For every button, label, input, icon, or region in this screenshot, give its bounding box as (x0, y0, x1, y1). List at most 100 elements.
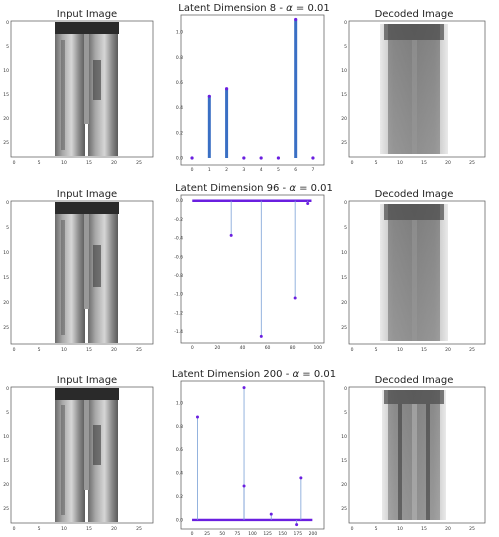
x-tick-label: 25 (204, 531, 210, 537)
x-tick-label: 10 (61, 160, 67, 166)
x-tick-label: 10 (397, 526, 403, 532)
x-tick-label: 0 (13, 160, 16, 166)
input-title: Input Image (57, 189, 117, 200)
x-tick-label: 40 (240, 345, 246, 351)
stem-marker (306, 202, 310, 206)
input-x-ticks: 0 5 10 15 20 25 (13, 347, 142, 353)
x-tick-label: 0 (13, 526, 16, 532)
input-image (55, 22, 119, 156)
y-tick-label: 5 (344, 44, 347, 50)
x-tick-label: 25 (136, 347, 142, 353)
y-tick-label: 0.2 (176, 494, 183, 500)
y-tick-label: 0.0 (176, 198, 183, 204)
input-y-ticks: 0 5 10 15 20 25 (3, 200, 9, 331)
stem-marker (293, 296, 297, 300)
input-y-ticks: 0 5 10 15 20 25 (3, 20, 9, 146)
chart-axes-frame (180, 380, 325, 530)
x-tick-label: 0 (191, 531, 194, 537)
y-tick-label: 0 (6, 200, 9, 206)
x-tick-label: 20 (445, 347, 451, 353)
x-tick-label: 5 (375, 347, 378, 353)
y-tick-label: 0 (6, 386, 9, 392)
row-1: Input Image 0 5 10 15 20 25 0 5 (3, 3, 486, 173)
y-tick-label: -0.2 (174, 217, 183, 223)
x-tick-label: 4 (260, 167, 263, 173)
y-tick-label: 0.4 (176, 471, 183, 477)
y-tick-label: 10 (341, 434, 347, 440)
y-tick-label: 20 (3, 116, 9, 122)
x-tick-label: 25 (136, 160, 142, 166)
latent-chart-2: Latent Dimension 96 - α = 0.01 0 20 40 60 80… (174, 183, 333, 351)
x-tick-label: 25 (469, 160, 475, 166)
decoded-panel: Decoded Image 0 5 10 15 20 25 0 5 10 15 (341, 189, 486, 353)
x-tick-label: 1 (208, 167, 211, 173)
y-tick-label: -1.2 (174, 310, 183, 316)
x-tick-label: 6 (294, 167, 297, 173)
y-tick-label: -0.4 (174, 236, 183, 242)
x-tick-label: 25 (136, 526, 142, 532)
y-tick-label: 15 (341, 275, 347, 281)
x-tick-label: 20 (215, 345, 221, 351)
stem-marker (242, 156, 246, 160)
stem-marker (190, 156, 194, 160)
y-tick-label: 1.0 (176, 400, 183, 406)
decoded-title: Decoded Image (375, 189, 454, 200)
x-tick-label: 15 (421, 347, 427, 353)
y-tick-label: 0 (344, 386, 347, 392)
stem-marker (242, 484, 246, 488)
chart-title: Latent Dimension 96 - α = 0.01 (175, 183, 333, 194)
x-tick-label: 5 (375, 160, 378, 166)
y-tick-label: 15 (3, 92, 9, 98)
x-tick-label: 5 (375, 526, 378, 532)
input-x-ticks: 0 5 10 15 20 25 (13, 526, 142, 532)
x-tick-label: 3 (242, 167, 245, 173)
y-tick-label: 5 (6, 44, 9, 50)
chart-title: Latent Dimension 8 - α = 0.01 (178, 3, 329, 14)
x-tick-label: 10 (61, 526, 67, 532)
x-tick-label: 75 (235, 531, 241, 537)
decoded-panel: Decoded Image 0 5 10 15 20 25 0 5 (341, 375, 486, 532)
y-tick-label: 0 (344, 20, 347, 26)
x-tick-label: 10 (397, 160, 403, 166)
x-tick-label: 60 (265, 345, 271, 351)
y-tick-label: 20 (341, 116, 347, 122)
x-tick-label: 15 (86, 160, 92, 166)
chart-axes-frame (180, 194, 325, 344)
y-tick-label: 20 (341, 300, 347, 306)
y-tick-label: 0.8 (176, 424, 183, 430)
latent-chart-1: Latent Dimension 8 - α = 0.01 0 1 2 3 4 5 6 7 0.… (176, 3, 330, 173)
x-tick-label: 50 (219, 531, 225, 537)
y-tick-label: 20 (3, 300, 9, 306)
x-tick-label: 15 (421, 526, 427, 532)
stem-marker (294, 17, 298, 22)
x-tick-label: 0 (191, 167, 194, 173)
input-image (55, 388, 119, 522)
y-tick-label: 5 (6, 410, 9, 416)
x-tick-label: 0 (191, 345, 194, 351)
x-tick-label: 100 (313, 345, 322, 351)
x-tick-label: 5 (38, 347, 41, 353)
x-tick-label: 150 (278, 531, 287, 537)
y-tick-label: 15 (3, 275, 9, 281)
y-tick-label: 25 (341, 140, 347, 146)
y-tick-label: 0.2 (176, 130, 183, 136)
y-tick-label: 10 (3, 434, 9, 440)
input-panel: Input Image 0 5 10 15 20 25 0 5 (3, 375, 154, 532)
y-tick-label: -1.0 (174, 292, 183, 298)
stem-marker (229, 233, 233, 237)
y-tick-label: 0.0 (176, 517, 183, 523)
y-tick-label: 25 (3, 325, 9, 331)
input-y-ticks: 0 5 10 15 20 25 (3, 386, 9, 512)
x-tick-label: 20 (445, 526, 451, 532)
decoded-image (380, 204, 448, 341)
input-panel: Input Image 0 5 10 15 20 25 0 5 (3, 9, 154, 166)
decoded-title: Decoded Image (375, 375, 454, 386)
chart-marks: 0 20 40 60 80 100 0.0 -0.2 -0.4 -0.6 -0.8 -1.0 -1.2 -… (174, 198, 322, 351)
stem-marker (195, 415, 199, 419)
x-tick-label: 15 (421, 160, 427, 166)
y-tick-label: 25 (3, 506, 9, 512)
x-tick-label: 20 (111, 347, 117, 353)
x-tick-label: 175 (294, 531, 303, 537)
y-tick-label: -0.6 (174, 254, 183, 260)
